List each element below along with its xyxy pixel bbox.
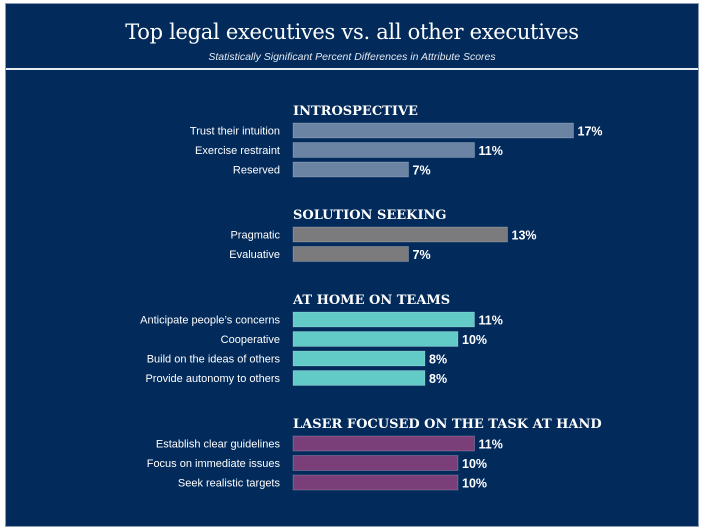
chart-subtitle: Statistically Significant Percent Differ… — [208, 51, 496, 63]
bar — [292, 350, 426, 367]
value-label: 10% — [462, 457, 487, 471]
value-label: 7% — [413, 248, 431, 262]
bar — [292, 142, 475, 158]
value-label: 10% — [462, 477, 487, 491]
header-divider — [6, 68, 698, 70]
bar — [292, 370, 426, 386]
bar-label: Pragmatic — [230, 230, 280, 242]
chart-title: Top legal executives vs. all other execu… — [125, 20, 579, 44]
category-label: SOLUTION SEEKING — [293, 208, 447, 223]
value-label: 11% — [479, 144, 503, 158]
bar-label: Establish clear guidelines — [156, 439, 281, 451]
category-label: LASER FOCUSED ON THE TASK AT HAND — [293, 417, 602, 432]
bar — [292, 122, 574, 139]
bar-label: Evaluative — [229, 249, 280, 261]
value-label: 17% — [578, 125, 603, 139]
value-label: 8% — [429, 353, 447, 367]
value-label: 11% — [479, 314, 503, 328]
bar-label: Seek realistic targets — [178, 478, 281, 490]
bar — [292, 246, 409, 262]
bar — [292, 435, 475, 452]
bar-label: Focus on immediate issues — [147, 458, 281, 470]
bar-label: Provide autonomy to others — [145, 373, 280, 385]
bar — [292, 455, 459, 471]
bar-label: Trust their intuition — [190, 126, 280, 138]
bar-label: Exercise restraint — [195, 145, 280, 157]
bar-label: Reserved — [233, 165, 280, 177]
value-label: 13% — [512, 229, 537, 243]
category-label: AT HOME ON TEAMS — [292, 293, 450, 308]
value-label: 10% — [462, 333, 487, 347]
category-label: INTROSPECTIVE — [293, 104, 418, 119]
bar — [292, 331, 459, 347]
bar — [292, 474, 459, 491]
bar — [292, 161, 409, 178]
bar-label: Cooperative — [221, 334, 280, 346]
value-label: 8% — [429, 372, 447, 386]
bar-label: Build on the ideas of others — [147, 354, 281, 366]
bar — [292, 226, 508, 243]
bar — [292, 311, 475, 328]
value-label: 11% — [479, 438, 503, 452]
value-label: 7% — [413, 164, 431, 178]
bar-label: Anticipate people’s concerns — [140, 315, 280, 327]
